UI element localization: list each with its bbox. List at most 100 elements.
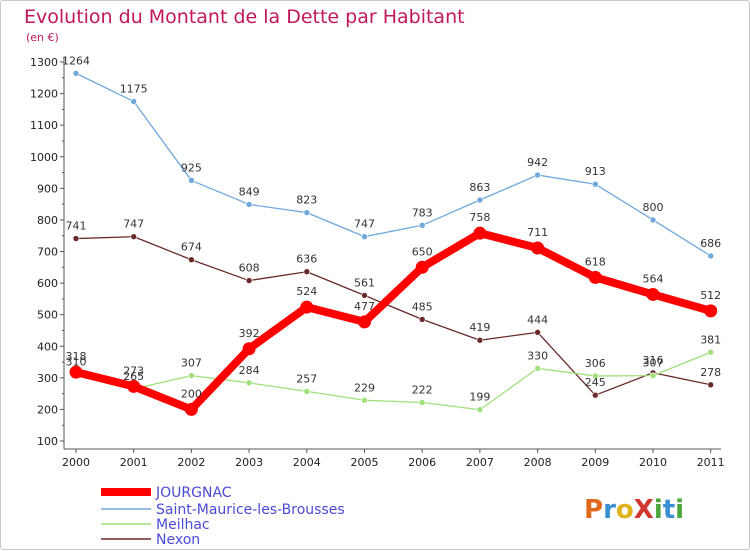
chart-title: Evolution du Montant de la Dette par Hab… xyxy=(24,6,465,28)
axes: 100 200 300 400 500 600 700 800 900 1000 1100 1200 1… xyxy=(30,56,725,469)
data-label: 229 xyxy=(354,381,375,394)
data-label: 512 xyxy=(700,289,721,302)
data-label: 674 xyxy=(181,241,202,254)
data-point xyxy=(418,399,426,406)
y-tick-label: 1100 xyxy=(30,119,58,132)
data-point xyxy=(531,241,545,255)
data-label: 199 xyxy=(469,391,490,404)
x-tick-label: 2003 xyxy=(235,456,263,469)
data-label: 636 xyxy=(296,253,317,266)
data-point xyxy=(534,329,541,336)
data-point xyxy=(476,336,484,344)
data-label: 222 xyxy=(412,383,433,396)
data-label: 561 xyxy=(354,276,375,289)
data-point xyxy=(242,342,256,356)
data-label: 307 xyxy=(643,357,664,370)
x-tick-label: 2008 xyxy=(524,456,552,469)
data-point xyxy=(188,372,195,379)
data-point xyxy=(245,379,253,387)
x-tick-label: 2010 xyxy=(639,456,667,469)
data-point xyxy=(473,226,487,240)
data-label: 419 xyxy=(469,321,490,334)
legend-item: Saint-Maurice-les-Brousses xyxy=(101,502,345,518)
x-tick-label: 2005 xyxy=(351,456,379,469)
data-point xyxy=(303,388,311,395)
logo-letter: P xyxy=(584,495,603,525)
x-tick-label: 2006 xyxy=(408,456,436,469)
legend-label: JOURGNAC xyxy=(155,485,232,501)
data-label: 200 xyxy=(181,387,202,400)
data-point xyxy=(707,252,715,260)
data-point xyxy=(130,233,137,240)
series-layer xyxy=(69,70,718,416)
data-point xyxy=(588,270,602,284)
data-label: 278 xyxy=(700,366,721,379)
logo-letter: i xyxy=(654,495,663,525)
data-label: 477 xyxy=(354,300,375,313)
data-point xyxy=(649,216,657,224)
data-point xyxy=(476,406,484,414)
data-point xyxy=(418,221,426,229)
data-point xyxy=(704,304,718,318)
series-line xyxy=(75,236,712,396)
data-label: 330 xyxy=(527,349,548,362)
y-tick-label: 1000 xyxy=(30,151,58,164)
data-label: 245 xyxy=(585,376,606,389)
data-label: 618 xyxy=(585,255,606,268)
data-label: 823 xyxy=(296,194,317,207)
data-point xyxy=(591,372,599,380)
data-point xyxy=(130,98,137,105)
data-label: 1175 xyxy=(120,82,148,95)
legend-label: Meilhac xyxy=(156,517,210,533)
data-point xyxy=(415,260,429,274)
x-tick-label: 2009 xyxy=(581,456,609,469)
series-saint-maurice-les-brousses xyxy=(72,70,715,260)
legend-label: Saint-Maurice-les-Brousses xyxy=(156,502,345,518)
x-tick-label: 2001 xyxy=(120,456,148,469)
data-point xyxy=(188,177,195,184)
data-label: 265 xyxy=(123,370,144,383)
y-tick-label: 200 xyxy=(37,403,58,416)
series-line xyxy=(75,351,712,411)
data-point xyxy=(534,365,541,372)
series-line xyxy=(72,229,715,414)
legend-item: JOURGNAC xyxy=(101,485,232,501)
chart-subtitle: (en €) xyxy=(26,31,59,44)
logo-letter: X xyxy=(634,495,654,525)
y-tick-label: 500 xyxy=(37,309,58,322)
logo-text: ProXiti xyxy=(584,495,684,525)
data-label: 1264 xyxy=(62,54,90,67)
data-label: 650 xyxy=(412,245,433,258)
data-point xyxy=(245,277,253,284)
data-label: 392 xyxy=(239,327,260,340)
y-tick-label: 800 xyxy=(37,214,58,227)
data-point xyxy=(361,396,368,404)
data-label: 711 xyxy=(527,226,548,239)
data-label: 310 xyxy=(66,356,87,369)
x-tick-label: 2011 xyxy=(697,456,725,469)
data-label: 863 xyxy=(469,181,490,194)
data-point xyxy=(184,402,198,416)
series-jourgnac xyxy=(69,226,718,416)
data-point xyxy=(591,180,599,188)
data-point xyxy=(646,287,660,301)
data-point xyxy=(303,268,311,276)
legend-item: Nexon xyxy=(101,532,200,548)
data-label: 747 xyxy=(354,218,375,231)
x-tick-label: 2007 xyxy=(466,456,494,469)
data-label: 257 xyxy=(296,372,317,385)
data-label: 942 xyxy=(527,156,548,169)
data-label: 849 xyxy=(239,185,260,198)
data-point xyxy=(476,196,484,204)
data-label: 284 xyxy=(239,364,260,377)
y-tick-label: 100 xyxy=(37,435,58,448)
legend: JOURGNACSaint-Maurice-les-BroussesMeilha… xyxy=(101,485,345,548)
data-label: 913 xyxy=(585,165,606,178)
logo-letter: o xyxy=(616,495,634,525)
x-tick-label: 2000 xyxy=(62,456,90,469)
logo-letter: i xyxy=(675,495,684,525)
data-label: 316 xyxy=(643,354,664,367)
legend-label: Nexon xyxy=(156,532,200,548)
